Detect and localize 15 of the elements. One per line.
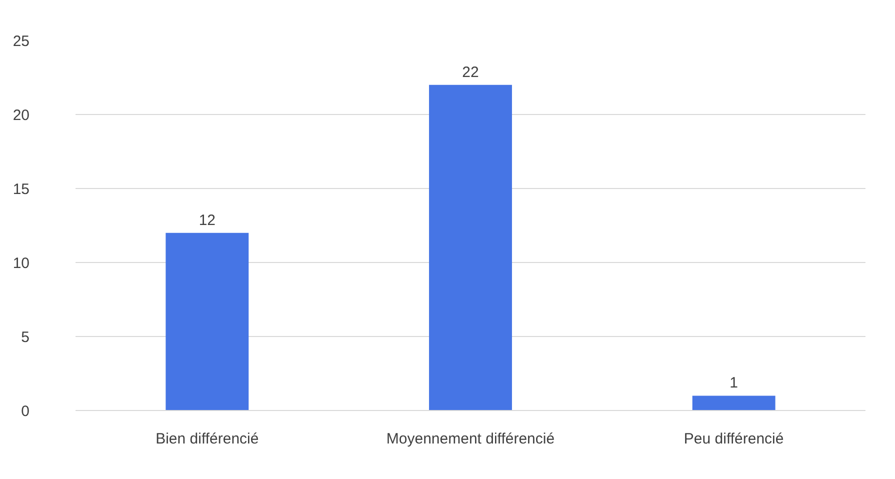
bar	[166, 232, 249, 410]
y-tick-label: 20	[12, 107, 30, 124]
x-tick-label: Moyennement différencié	[386, 430, 555, 448]
bar	[429, 84, 512, 410]
data-label: 1	[730, 374, 738, 392]
y-tick-label: 15	[12, 181, 30, 198]
data-label: 12	[198, 212, 216, 229]
x-tick-label: Peu différencié	[684, 430, 784, 448]
y-tick-label: 25	[12, 33, 30, 50]
y-tick-label: 10	[12, 255, 30, 272]
y-tick-label: 0	[21, 403, 30, 420]
x-tick-label: Bien différencié	[156, 430, 259, 448]
bar	[692, 396, 776, 410]
data-label: 22	[462, 64, 479, 81]
y-tick-label: 5	[21, 329, 30, 346]
